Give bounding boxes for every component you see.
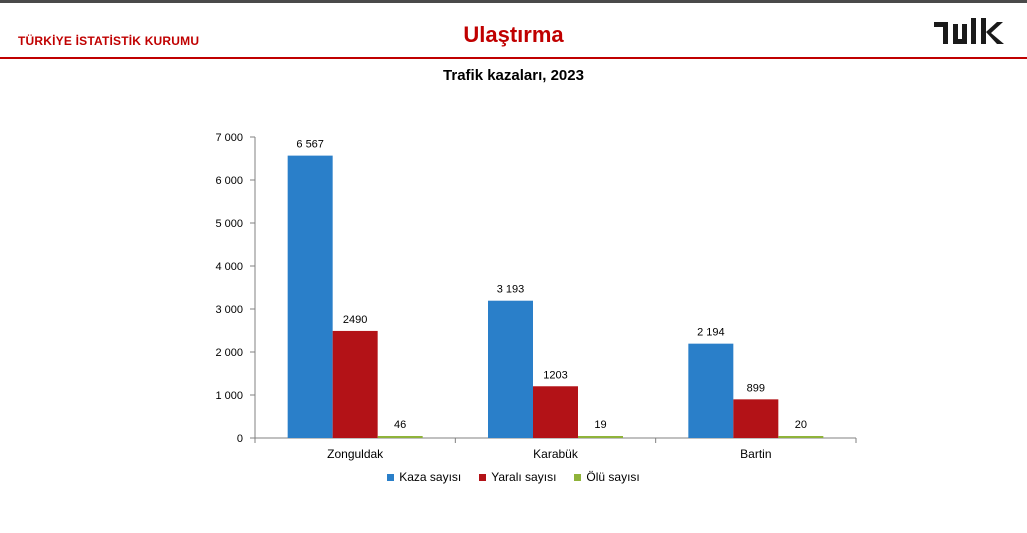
data-label: 46 — [394, 419, 406, 431]
bar — [533, 386, 578, 438]
y-tick-label: 1 000 — [215, 390, 243, 402]
y-tick-label: 6 000 — [215, 175, 243, 187]
data-label: 3 193 — [497, 284, 525, 296]
chart-title: Trafik kazaları, 2023 — [443, 67, 584, 84]
y-tick-label: 0 — [237, 433, 243, 445]
legend-item: Kaza sayısı — [387, 470, 461, 484]
y-tick-label: 2 000 — [215, 347, 243, 359]
legend-swatch — [479, 473, 487, 481]
x-category-label: Bartin — [740, 447, 771, 461]
bar — [377, 436, 423, 438]
legend-label: Yaralı sayısı — [491, 470, 557, 484]
y-tick-label: 7 000 — [215, 132, 243, 144]
legend-label: Ölü sayısı — [586, 470, 640, 484]
data-label: 1203 — [543, 369, 567, 381]
legend-item: Yaralı sayısı — [479, 470, 556, 484]
data-label: 6 567 — [296, 139, 324, 151]
chart-legend: Kaza sayısı Yaralı sayısı Ölü sayısı — [0, 470, 1027, 484]
y-tick-label: 3 000 — [215, 304, 243, 316]
bar — [733, 399, 779, 438]
y-tick-label: 4 000 — [215, 261, 243, 273]
y-tick-label: 5 000 — [215, 218, 243, 230]
legend-swatch — [387, 473, 395, 481]
legend-swatch — [574, 473, 582, 481]
data-label: 2490 — [343, 314, 367, 326]
data-label: 20 — [795, 419, 807, 431]
organization-name: TÜRKİYE İSTATİSTİK KURUMU — [18, 34, 200, 48]
x-category-label: Zonguldak — [327, 447, 384, 461]
data-label: 899 — [747, 382, 765, 394]
legend-label: Kaza sayısı — [399, 470, 462, 484]
header-divider — [0, 57, 1027, 59]
legend-item: Ölü sayısı — [574, 470, 640, 484]
tuik-logo — [932, 18, 1007, 46]
data-label: 19 — [594, 419, 606, 431]
bar — [488, 300, 533, 438]
x-category-label: Karabük — [533, 447, 579, 461]
bar — [287, 155, 333, 438]
bar — [332, 330, 378, 438]
bar — [578, 436, 623, 438]
bar — [778, 436, 824, 438]
top-border — [0, 0, 1027, 3]
section-title: Ulaştırma — [463, 22, 564, 47]
bar — [688, 343, 734, 438]
data-label: 2 194 — [697, 327, 725, 339]
